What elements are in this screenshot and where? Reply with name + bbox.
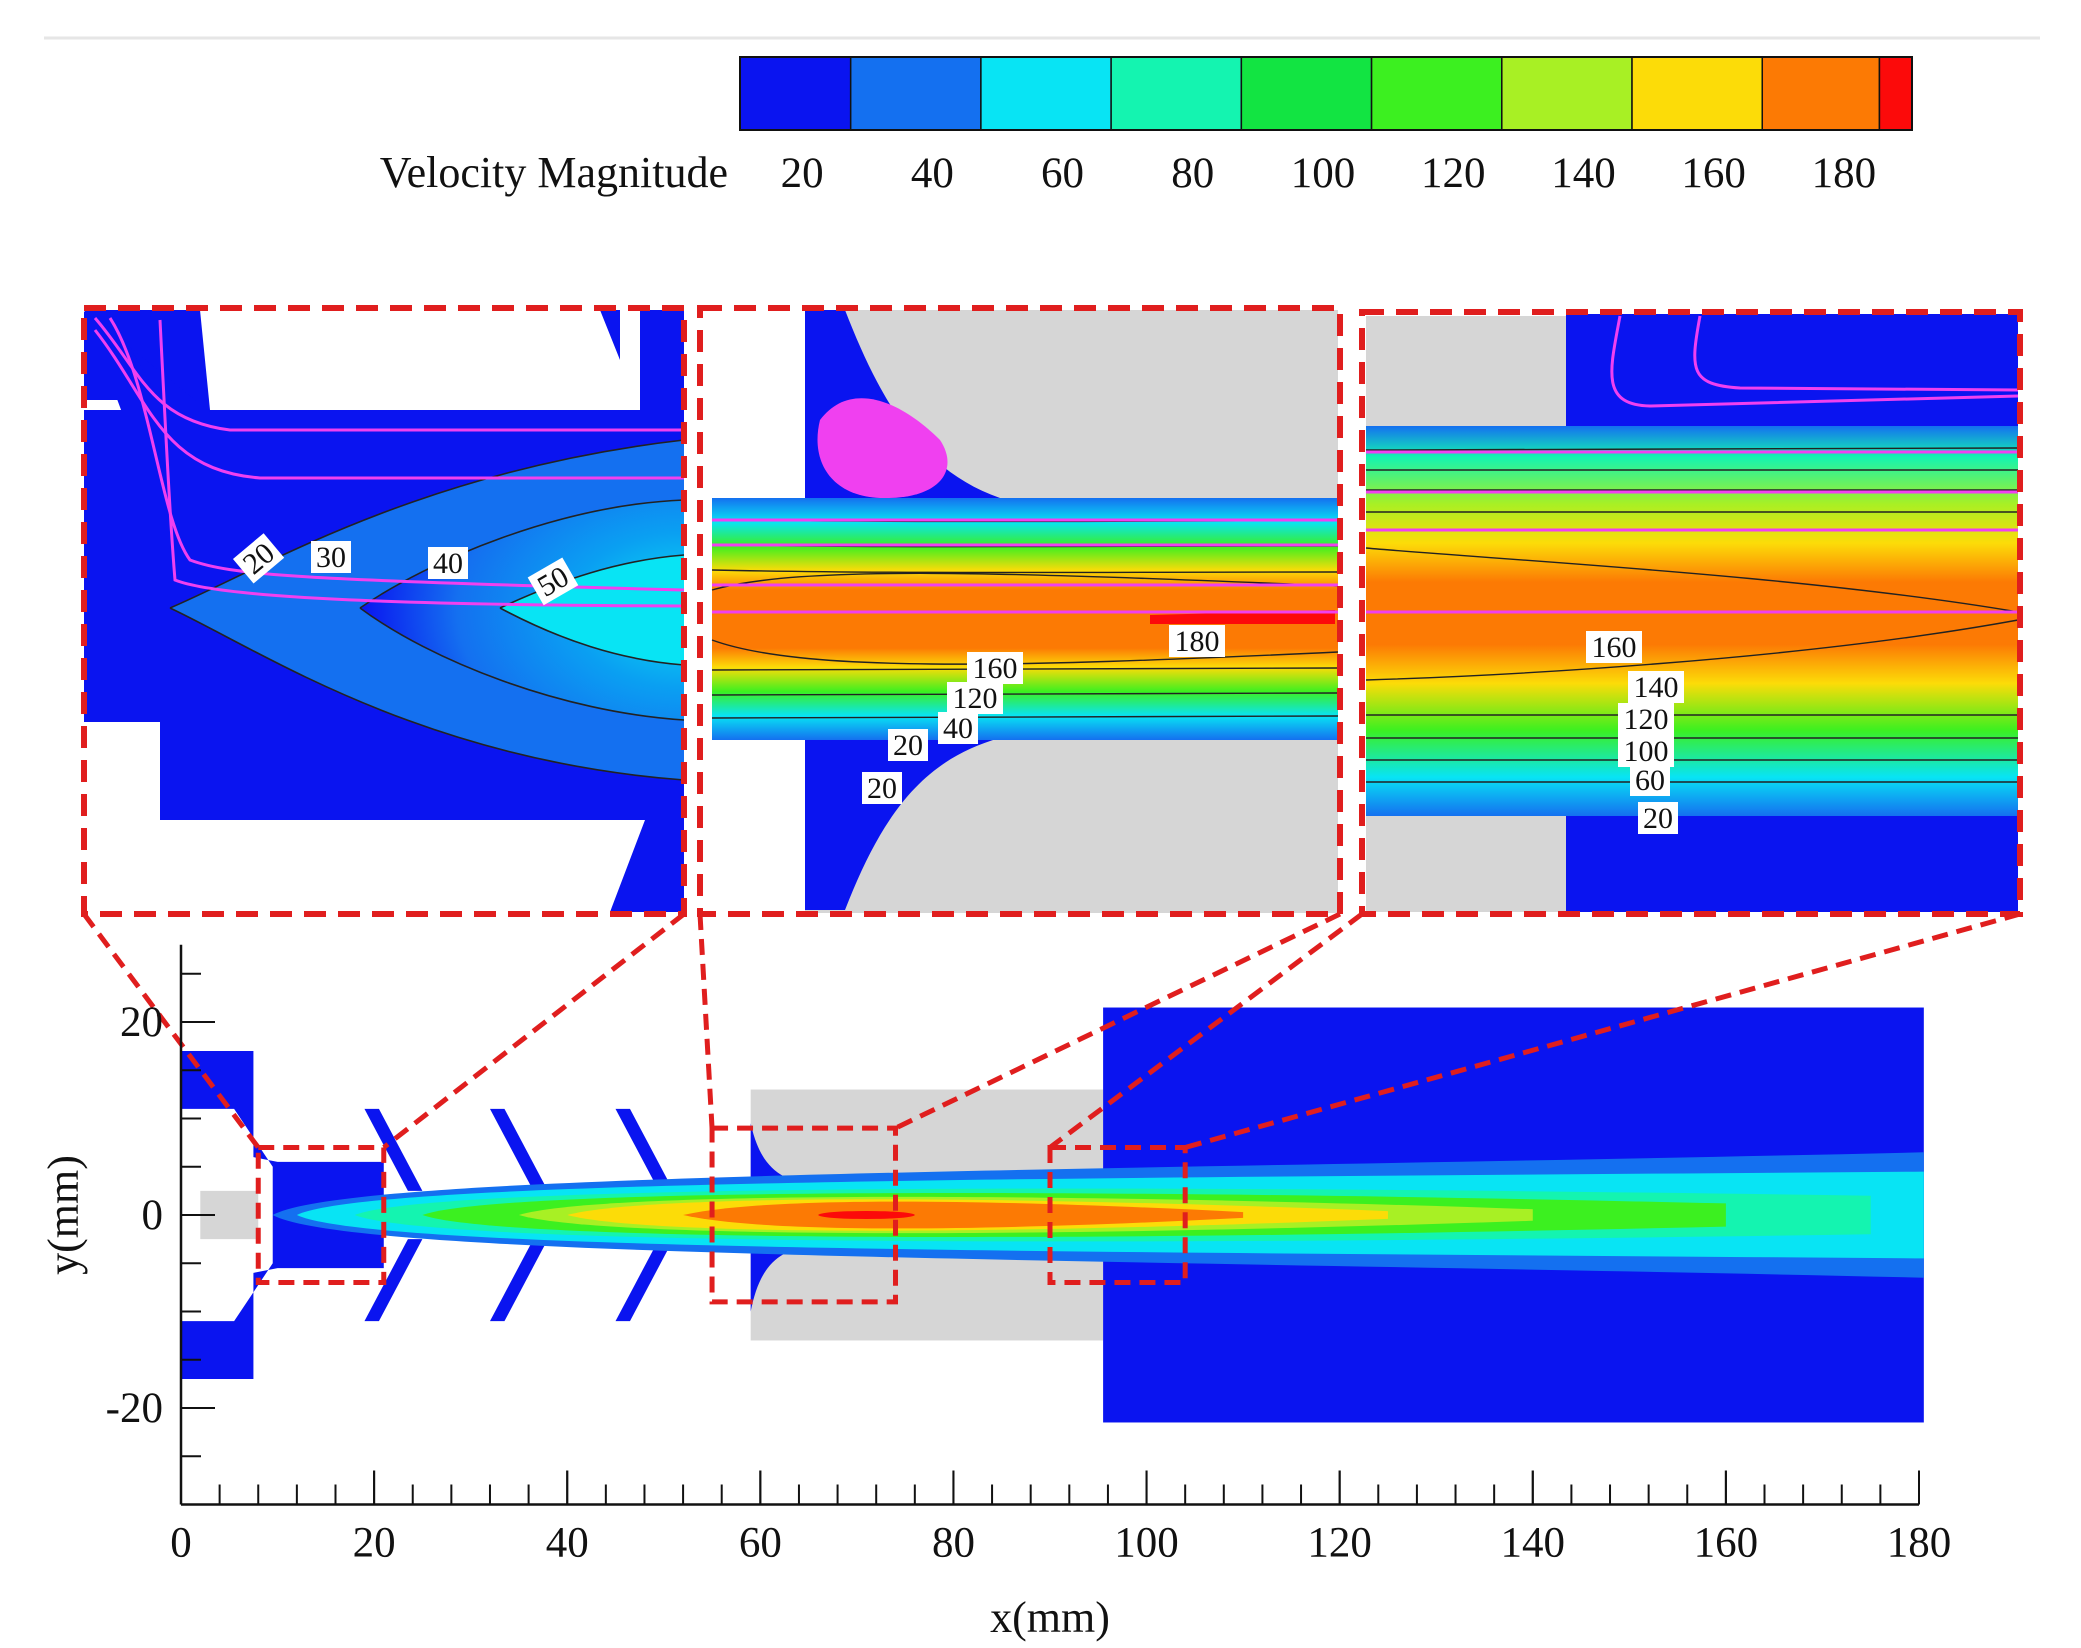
contour-label: 20 — [862, 772, 902, 805]
svg-text:160: 160 — [973, 652, 1018, 685]
colorbar-tick-label: 180 — [1812, 150, 1877, 197]
contour-label: 120 — [947, 682, 1003, 715]
zoom-panel-exit — [1359, 309, 2023, 917]
x-tick-label: 140 — [1501, 1520, 1566, 1567]
svg-text:100: 100 — [1624, 735, 1669, 768]
zoom-panel-throat — [697, 305, 1343, 917]
svg-text:40: 40 — [943, 712, 973, 745]
colorbar-tick-label: 100 — [1291, 150, 1356, 197]
y-axis-title: y(mm) — [39, 1155, 88, 1275]
svg-text:180: 180 — [1175, 625, 1220, 658]
contour-label: 160 — [1586, 631, 1642, 664]
colorbar-segment — [1370, 56, 1503, 131]
exit-streamlines — [1366, 315, 2019, 614]
exit-jet — [1366, 426, 2018, 816]
colorbar-segment — [1878, 56, 1913, 131]
zoom-panel-inlet — [81, 305, 687, 917]
colorbar-segment — [1110, 56, 1243, 131]
contour-label: 20 — [1638, 802, 1678, 835]
svg-text:20: 20 — [1643, 802, 1673, 835]
colorbar-tick-label: 120 — [1421, 150, 1486, 197]
svg-text:120: 120 — [1624, 703, 1669, 736]
recirculation-blob — [817, 398, 948, 499]
x-tick-label: 80 — [932, 1520, 975, 1567]
colorbar-tick-label: 20 — [781, 150, 824, 197]
colorbar-segment — [1501, 56, 1633, 131]
x-tick-label: 60 — [739, 1520, 782, 1567]
y-tick-label: 20 — [120, 999, 163, 1046]
colorbar-segment — [849, 56, 982, 131]
x-tick-label: 100 — [1114, 1520, 1179, 1567]
zoom-box-1 — [255, 1144, 387, 1286]
throat-streamlines — [712, 518, 1338, 614]
colorbar-tick-label: 40 — [911, 150, 954, 197]
contour-label: 140 — [1628, 671, 1684, 704]
contour-label: 100 — [1618, 735, 1674, 768]
colorbar-tick-label: 60 — [1041, 150, 1084, 197]
zoom-box-3 — [1047, 1144, 1188, 1286]
y-tick-label: -20 — [106, 1385, 163, 1432]
contour-label: 160 — [967, 652, 1023, 685]
x-axis-title: x(mm) — [990, 1593, 1110, 1642]
x-tick-label: 0 — [170, 1520, 192, 1567]
y-tick-label: 0 — [142, 1192, 164, 1239]
contour-label: 60 — [1630, 764, 1670, 797]
colorbar-segment — [980, 56, 1112, 131]
colorbar-tick-label: 160 — [1681, 150, 1746, 197]
x-tick-label: 160 — [1694, 1520, 1759, 1567]
zoom-frame-1 — [81, 305, 687, 917]
contour-label: 180 — [1169, 625, 1225, 658]
colorbar-segment — [1240, 56, 1373, 131]
contour-label: 40 — [938, 712, 978, 745]
colorbar-segment — [739, 56, 852, 131]
x-tick-label: 20 — [353, 1520, 396, 1567]
svg-text:40: 40 — [433, 547, 463, 580]
inlet-streamlines — [93, 317, 685, 608]
svg-text:120: 120 — [953, 682, 998, 715]
svg-text:160: 160 — [1592, 631, 1637, 664]
x-tick-label: 180 — [1887, 1520, 1952, 1567]
contour-label: 20 — [888, 729, 928, 762]
colorbar-tick-label: 80 — [1171, 150, 1214, 197]
colorbar-segment — [1631, 56, 1763, 131]
colorbar-tick-label: 140 — [1551, 150, 1616, 197]
svg-text:140: 140 — [1634, 671, 1679, 704]
colorbar-label: Velocity Magnitude — [380, 148, 728, 197]
zoom-box-2 — [709, 1125, 899, 1305]
x-tick-label: 40 — [546, 1520, 589, 1567]
colorbar-segment — [1761, 56, 1881, 131]
contour-label: 120 — [1618, 703, 1674, 736]
contour-label: 40 — [428, 547, 468, 580]
colorbar: 20 40 60 80 100 120 140 160 180 — [739, 56, 1913, 197]
svg-text:20: 20 — [867, 772, 897, 805]
zoom-frame-3 — [1359, 309, 2023, 917]
zoom-frame-2 — [697, 305, 1343, 917]
svg-text:20: 20 — [893, 729, 923, 762]
svg-text:30: 30 — [316, 541, 346, 574]
x-tick-label: 120 — [1307, 1520, 1372, 1567]
contour-label: 30 — [311, 541, 351, 574]
svg-text:60: 60 — [1635, 764, 1665, 797]
